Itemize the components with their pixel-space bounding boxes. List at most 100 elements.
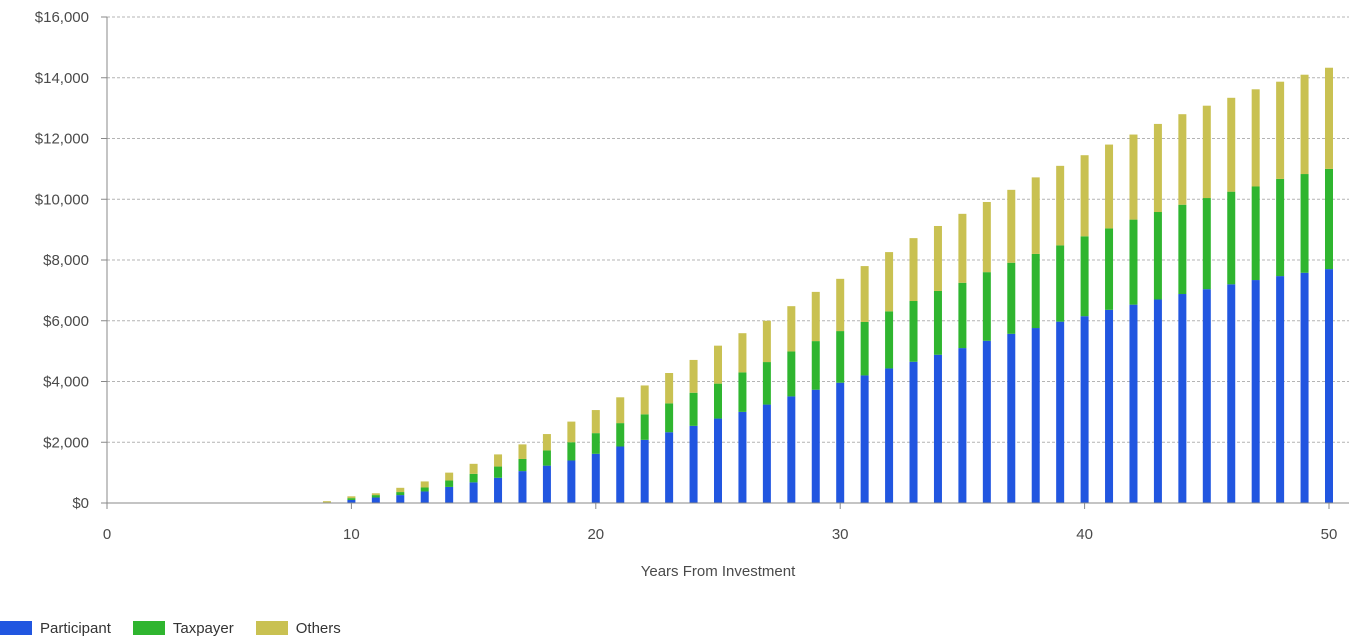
bar-segment-taxpayer <box>811 341 820 390</box>
bar-segment-taxpayer <box>420 487 429 492</box>
bar-segment-taxpayer <box>958 282 967 349</box>
legend-item-participant: Participant <box>0 620 111 637</box>
bar-segment-participant <box>1007 333 1016 503</box>
x-tick-label: 30 <box>832 526 849 543</box>
legend-item-others: Others <box>255 620 341 637</box>
bar-segment-participant <box>494 477 503 503</box>
legend-swatch <box>132 621 165 635</box>
bar-segment-taxpayer <box>591 433 600 454</box>
bar-segment-participant <box>665 432 674 503</box>
bar-segment-others <box>1031 177 1040 254</box>
bar-segment-taxpayer <box>445 480 454 487</box>
bar-segment-participant <box>347 499 356 503</box>
bar-segment-participant <box>1178 294 1187 503</box>
bar-segment-taxpayer <box>1007 262 1016 334</box>
bar-segment-participant <box>1325 269 1333 503</box>
y-tick-label: $8,000 <box>43 252 89 269</box>
bar-segment-taxpayer <box>933 290 942 355</box>
bar-segment-taxpayer <box>567 442 576 461</box>
bar-segment-participant <box>445 486 454 503</box>
bar-segment-participant <box>958 348 967 503</box>
bar-segment-taxpayer <box>1105 228 1114 310</box>
bar-segment-others <box>1325 67 1333 169</box>
stacked-bar-chart: $0 $2,000 $4,000 $6,000 $8,000 $10,000 $12,000… <box>35 9 1349 580</box>
bar-segment-others <box>445 472 454 481</box>
bar-segment-participant <box>714 418 722 503</box>
bar-segment-others <box>1251 89 1260 187</box>
bar-segment-taxpayer <box>616 423 625 447</box>
bar-segment-participant <box>836 382 845 503</box>
y-tick-labels: $0 $2,000 $4,000 $6,000 $8,000 $10,000 $12,000… <box>35 9 107 512</box>
bar-segment-others <box>1153 123 1162 213</box>
bar-segment-others <box>787 306 796 352</box>
bar-segment-participant <box>542 465 551 503</box>
bar-segment-participant <box>933 354 942 503</box>
bar-segment-others <box>665 373 674 404</box>
bar-segment-taxpayer <box>371 495 380 498</box>
bar-segment-taxpayer <box>665 403 674 433</box>
bar-segment-others <box>860 266 869 322</box>
bar-segment-participant <box>1105 309 1114 503</box>
bar-segment-participant <box>1080 316 1089 503</box>
x-tick-label: 0 <box>103 526 111 543</box>
bar-segment-taxpayer <box>1202 198 1211 290</box>
bar-segment-participant <box>689 425 698 503</box>
bar-segment-others <box>371 493 380 496</box>
bar-segment-taxpayer <box>738 372 747 412</box>
legend-label: Participant <box>40 619 111 637</box>
x-tick-label: 40 <box>1076 526 1093 543</box>
legend-item-taxpayer: Taxpayer <box>132 619 234 637</box>
bar-segment-taxpayer <box>1227 191 1236 285</box>
bar-segment-participant <box>885 368 894 503</box>
bar-segment-participant <box>1056 321 1065 503</box>
x-tick-label: 50 <box>1321 526 1338 543</box>
bar-segment-taxpayer <box>1056 245 1065 322</box>
bar-segment-others <box>1178 114 1187 205</box>
bar-segment-others <box>958 213 967 283</box>
bar-segment-taxpayer <box>494 466 503 478</box>
legend-swatch <box>255 621 288 635</box>
bar-segment-others <box>542 434 551 451</box>
bar-segment-participant <box>1251 280 1260 503</box>
bar-segment-others <box>909 238 918 302</box>
bar-segment-others <box>347 496 356 499</box>
x-axis-title: Years From Investment <box>641 563 796 580</box>
bar-segment-taxpayer <box>860 321 869 376</box>
bar-segment-others <box>1056 165 1065 246</box>
bar-segment-participant <box>567 460 576 503</box>
bar-segment-taxpayer <box>396 492 405 496</box>
bar-segment-taxpayer <box>1325 168 1333 270</box>
bar-segment-participant <box>1129 304 1138 503</box>
bar-segment-others <box>1202 105 1211 199</box>
x-tick-labels: 0 10 20 30 40 50 <box>103 503 1338 543</box>
bar-segment-taxpayer <box>1178 204 1187 295</box>
bar-segment-participant <box>762 404 771 503</box>
y-tick-label: $14,000 <box>35 70 89 87</box>
bar-segment-taxpayer <box>1300 174 1309 273</box>
bar-segment-taxpayer <box>885 311 894 369</box>
bar-segment-others <box>982 201 991 273</box>
bar-segment-others <box>567 421 576 443</box>
bar-segment-participant <box>787 396 796 503</box>
bar-segment-taxpayer <box>1129 219 1138 305</box>
bar-segment-participant <box>909 361 918 503</box>
bar-segment-others <box>640 385 649 415</box>
bar-segment-taxpayer <box>542 450 551 466</box>
legend: Participant Taxpayer Others <box>0 617 363 639</box>
bar-segment-taxpayer <box>689 392 698 426</box>
bar-segment-others <box>885 252 894 312</box>
bar-segment-others <box>1105 144 1114 229</box>
bar-segment-taxpayer <box>787 351 796 397</box>
bar-segment-participant <box>738 411 747 504</box>
bar-segment-participant <box>616 446 625 503</box>
bar-segment-others <box>1227 97 1236 192</box>
legend-label: Taxpayer <box>172 619 234 637</box>
bar-segment-others <box>933 225 942 291</box>
bar-segment-taxpayer <box>469 473 478 483</box>
y-tick-label: $2,000 <box>43 434 89 451</box>
bar-segment-others <box>1080 155 1089 237</box>
bar-segment-others <box>689 359 698 393</box>
bar-segment-others <box>714 345 722 384</box>
bar-segment-participant <box>640 439 649 503</box>
gridlines <box>107 16 1349 443</box>
